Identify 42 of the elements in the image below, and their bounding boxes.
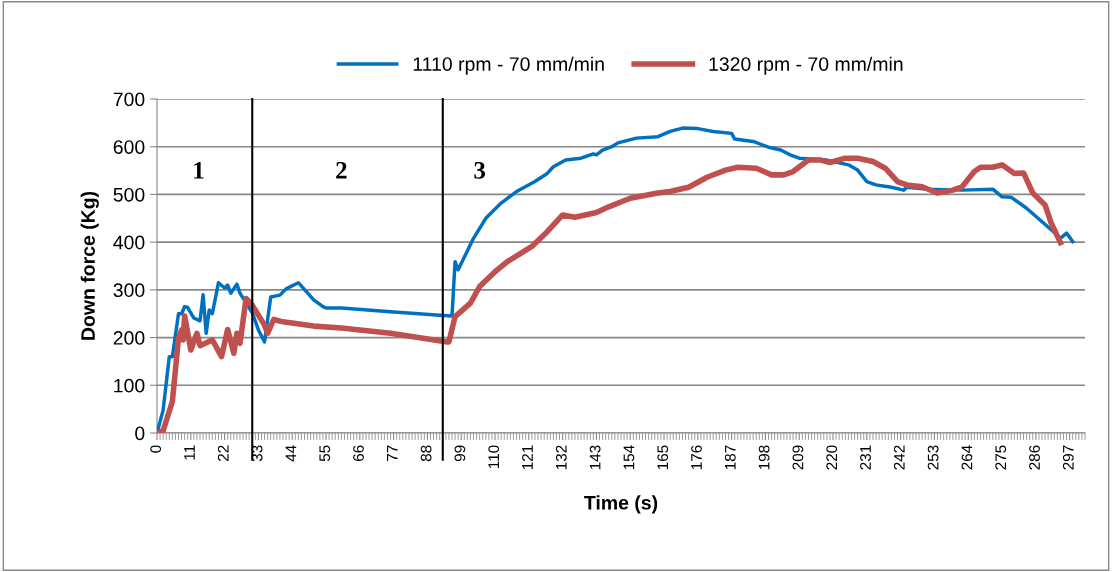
annotation: 2 — [336, 161, 347, 179]
x-tick-label: 77 — [387, 445, 398, 462]
x-tick-label: 242 — [893, 445, 905, 470]
y-tick-label: 700 — [113, 92, 145, 107]
x-tick-label: 99 — [454, 445, 466, 462]
x-tick-label: 44 — [285, 445, 297, 462]
x-tick-label: 275 — [995, 445, 1007, 470]
x-tick-label: 121 — [522, 445, 533, 470]
x-tick-label: 11 — [184, 445, 195, 460]
x-tick-label: 198 — [758, 445, 770, 470]
x-tick-label: 209 — [792, 445, 804, 470]
y-axis-title: Down force (Kg) — [80, 191, 99, 340]
x-tick-label: 22 — [217, 445, 229, 462]
y-tick-label: 400 — [113, 235, 145, 250]
x-tick-label: 253 — [927, 445, 939, 470]
x-tick-label: 176 — [691, 445, 702, 470]
x-tick-label: 55 — [319, 445, 331, 462]
x-tick-label: 66 — [353, 445, 364, 462]
x-tick-label: 165 — [657, 445, 669, 470]
y-tick-label: 600 — [113, 140, 145, 154]
annotation: 1 — [194, 161, 204, 179]
y-tick-label: 0 — [135, 426, 145, 441]
x-axis-title: Time (s) — [584, 495, 658, 514]
y-tick-label: 300 — [113, 283, 145, 298]
y-tick-label: 200 — [113, 331, 145, 345]
legend-label: 1320 rpm - 70 mm/min — [709, 56, 903, 75]
x-tick-label: 286 — [1029, 445, 1040, 470]
x-tick-label: 187 — [724, 445, 736, 470]
x-tick-label: 231 — [860, 445, 871, 470]
y-tick-label: 500 — [113, 187, 145, 202]
x-tick-label: 297 — [1062, 445, 1074, 470]
x-tick-label: 88 — [420, 445, 432, 462]
annotation: 3 — [474, 161, 486, 179]
x-tick-label: 143 — [589, 445, 601, 470]
legend-label: 1110 rpm - 70 mm/min — [413, 56, 604, 75]
x-tick-label: 220 — [826, 445, 838, 470]
x-tick-label: 0 — [150, 445, 162, 453]
x-tick-label: 264 — [961, 445, 973, 470]
x-tick-label: 154 — [623, 445, 635, 470]
x-tick-label: 132 — [555, 445, 567, 470]
x-tick-label: 110 — [488, 445, 500, 468]
y-tick-label: 100 — [114, 378, 145, 393]
